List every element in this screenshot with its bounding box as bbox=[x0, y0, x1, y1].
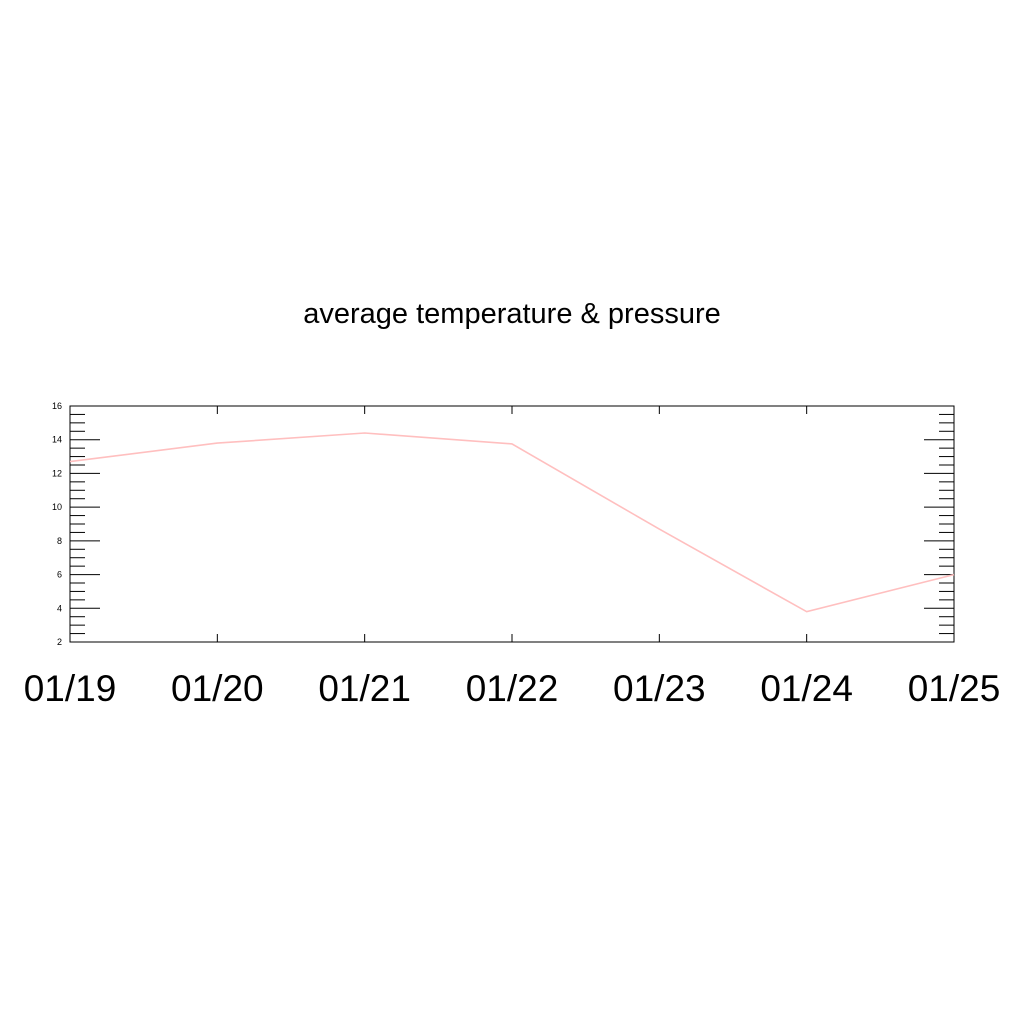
chart-title: average temperature & pressure bbox=[303, 298, 721, 330]
axis-ticks bbox=[69, 405, 955, 643]
y-tick-label: 10 bbox=[52, 502, 62, 512]
plot-area-frame bbox=[69, 405, 955, 643]
tick-labels: 2 4 6 8 10 12 14 16 01/19 01/20 01/21 01/22 01/23 01/… bbox=[24, 401, 1001, 709]
y-tick-label: 4 bbox=[57, 603, 62, 613]
series-layer bbox=[69, 432, 955, 613]
series-line bbox=[69, 432, 955, 613]
x-tick-label: 01/22 bbox=[466, 668, 559, 709]
y-tick-label: 2 bbox=[57, 637, 62, 647]
x-tick-label: 01/24 bbox=[760, 668, 853, 709]
y-tick-label: 16 bbox=[52, 401, 62, 411]
x-tick-label: 01/21 bbox=[318, 668, 411, 709]
y-tick-label: 6 bbox=[57, 570, 62, 580]
x-tick-label: 01/19 bbox=[24, 668, 117, 709]
y-tick-label: 14 bbox=[52, 435, 62, 445]
x-tick-label: 01/20 bbox=[171, 668, 264, 709]
x-tick-label: 01/25 bbox=[908, 668, 1001, 709]
y-tick-label: 8 bbox=[57, 536, 62, 546]
y-tick-label: 12 bbox=[52, 468, 62, 478]
x-tick-label: 01/23 bbox=[613, 668, 706, 709]
